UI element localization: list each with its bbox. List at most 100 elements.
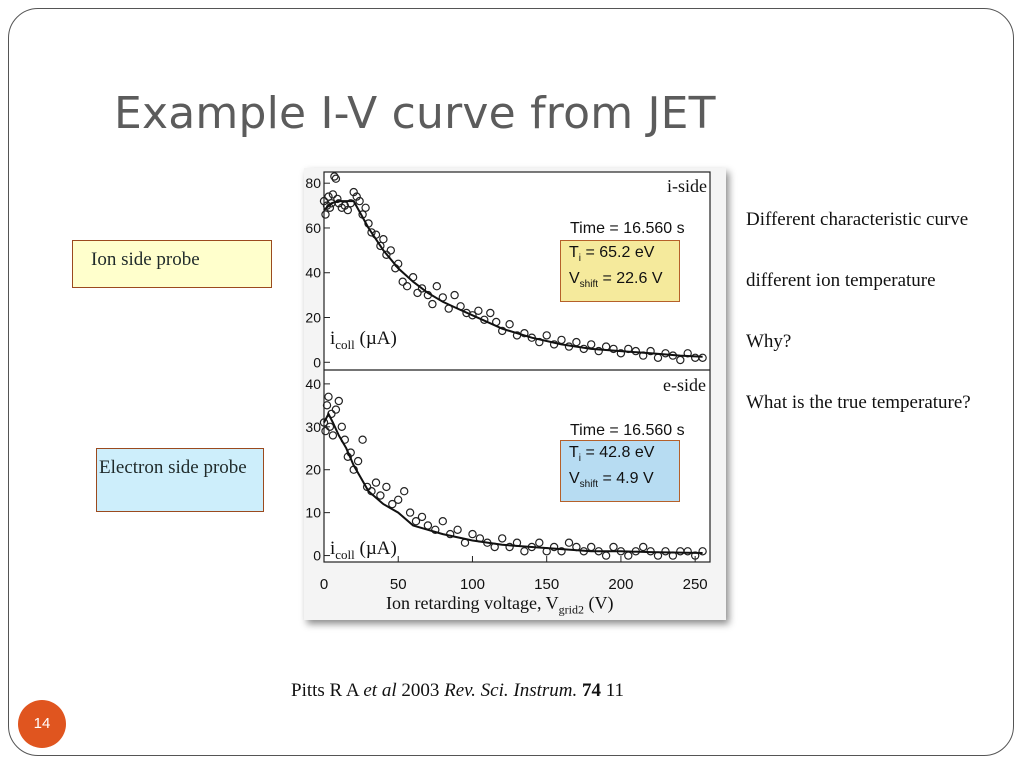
- vshift-subscript-bottom: shift: [579, 479, 599, 491]
- data-point-bottom: [549, 542, 559, 552]
- vshift-symbol-bottom: V: [569, 470, 580, 487]
- data-point-bottom: [331, 405, 341, 414]
- data-point-bottom: [322, 401, 332, 410]
- data-point-bottom: [382, 482, 391, 492]
- y-tick-label-bottom-40: 40: [305, 376, 321, 392]
- time-label-bottom: Time = 16.560 s: [570, 422, 685, 439]
- data-point-bottom: [431, 525, 440, 534]
- ylabel-main-bottom: i: [330, 538, 336, 559]
- xlabel-main: Ion retarding voltage, V: [386, 593, 559, 613]
- ti-subscript-top: i: [578, 253, 582, 265]
- data-point-top: [321, 210, 330, 219]
- y-tick-label-bottom-30: 30: [305, 419, 321, 435]
- electron-side-probe-label: Electron side probe: [96, 448, 264, 512]
- y-tick-label-bottom-10: 10: [305, 505, 321, 521]
- data-point-bottom: [497, 534, 507, 543]
- data-point-top: [468, 311, 477, 320]
- data-point-top: [324, 192, 333, 201]
- data-point-bottom: [698, 547, 707, 556]
- citation: Pitts R A et al 2003 Rev. Sci. Instrum. …: [291, 680, 624, 702]
- xlabel-unit: (V): [583, 593, 614, 613]
- x-tick-label-200: 200: [608, 576, 633, 593]
- data-point-top: [343, 205, 353, 215]
- data-point-top: [505, 319, 514, 329]
- citation-etal: et al: [363, 680, 397, 701]
- panel-label-e-side: e-side: [663, 375, 706, 395]
- data-point-top: [402, 281, 412, 291]
- data-point-top: [376, 241, 385, 251]
- x-axis-label: Ion retarding voltage, Vgrid2 (V): [386, 593, 613, 618]
- vshift-subscript-top: shift: [579, 279, 599, 291]
- data-point-top: [417, 284, 427, 293]
- data-point-bottom: [468, 529, 477, 539]
- ti-subscript-bottom: i: [578, 453, 582, 465]
- data-point-bottom: [405, 508, 415, 517]
- data-point-bottom: [358, 435, 367, 444]
- data-point-bottom: [319, 418, 329, 427]
- data-point-top: [512, 331, 522, 340]
- ylabel-unit-bottom: (µA): [354, 538, 397, 559]
- data-point-bottom: [328, 431, 338, 440]
- data-point-top: [379, 234, 388, 244]
- y-tick-label-bottom-0: 0: [313, 548, 321, 564]
- ti-symbol-bottom: T: [569, 444, 579, 461]
- data-point-top: [413, 288, 422, 298]
- data-point-top: [331, 174, 341, 183]
- data-point-bottom: [393, 495, 403, 504]
- vshift-value-top: = 22.6 V: [598, 270, 663, 287]
- data-point-bottom: [334, 396, 343, 406]
- data-point-top: [520, 328, 529, 338]
- data-point-bottom: [453, 525, 462, 534]
- data-point-top: [428, 299, 437, 309]
- data-point-top: [398, 277, 407, 286]
- ti-value-top: = 65.2 eV: [581, 244, 655, 261]
- data-point-top: [432, 281, 441, 291]
- data-point-bottom: [325, 422, 335, 431]
- data-point-bottom: [535, 538, 544, 547]
- data-point-top: [497, 326, 507, 336]
- data-point-bottom: [683, 547, 692, 556]
- page-number-badge: 14: [18, 700, 66, 748]
- ti-symbol-top: T: [569, 244, 579, 261]
- data-point-top: [594, 346, 603, 356]
- data-point-top: [698, 353, 707, 362]
- data-point-bottom: [639, 542, 648, 552]
- data-point-top: [361, 203, 370, 213]
- citation-year: 2003: [396, 680, 445, 701]
- y-axis-label-top: icoll (µA): [330, 328, 397, 353]
- data-point-top: [367, 228, 376, 237]
- time-label-top: Time = 16.560 s: [570, 220, 685, 237]
- notes-panel: Different characteristic curve different…: [746, 205, 986, 449]
- ylabel-sub-top: coll: [335, 336, 355, 352]
- data-point-bottom: [353, 456, 363, 466]
- data-point-bottom: [399, 487, 409, 496]
- fit-curve-bottom: [323, 411, 703, 554]
- y-tick-label-top-40: 40: [305, 265, 321, 281]
- note-4: What is the true temperature?: [746, 392, 971, 413]
- slide-frame: [8, 8, 1014, 756]
- note-3: Why?: [746, 331, 792, 352]
- xlabel-sub: grid2: [558, 602, 584, 617]
- data-point-bottom: [371, 478, 381, 487]
- data-point-top: [609, 344, 618, 354]
- data-point-bottom: [388, 499, 397, 509]
- ylabel-main-top: i: [330, 328, 336, 349]
- data-point-bottom: [417, 512, 427, 522]
- note-1: Different characteristic curve: [746, 209, 969, 230]
- ion-temperature-box-bottom: Ti = 42.8 eV Vshift = 4.9 V: [560, 440, 680, 502]
- data-point-top: [382, 250, 391, 260]
- ion-temperature-box-top: Ti = 65.2 eV Vshift = 22.6 V: [560, 240, 680, 302]
- x-tick-label-50: 50: [390, 576, 407, 593]
- data-point-bottom: [520, 547, 529, 556]
- y-tick-label-top-60: 60: [305, 220, 321, 236]
- x-tick-label-150: 150: [534, 576, 559, 593]
- data-point-top: [450, 290, 459, 300]
- data-point-top: [386, 246, 396, 255]
- data-point-top: [330, 172, 339, 181]
- data-point-top: [328, 190, 338, 199]
- ti-value-bottom: = 42.8 eV: [581, 444, 655, 461]
- x-tick-label-0: 0: [320, 576, 328, 593]
- x-tick-label-250: 250: [683, 576, 708, 593]
- data-point-bottom: [557, 547, 566, 556]
- data-point-top: [474, 306, 483, 315]
